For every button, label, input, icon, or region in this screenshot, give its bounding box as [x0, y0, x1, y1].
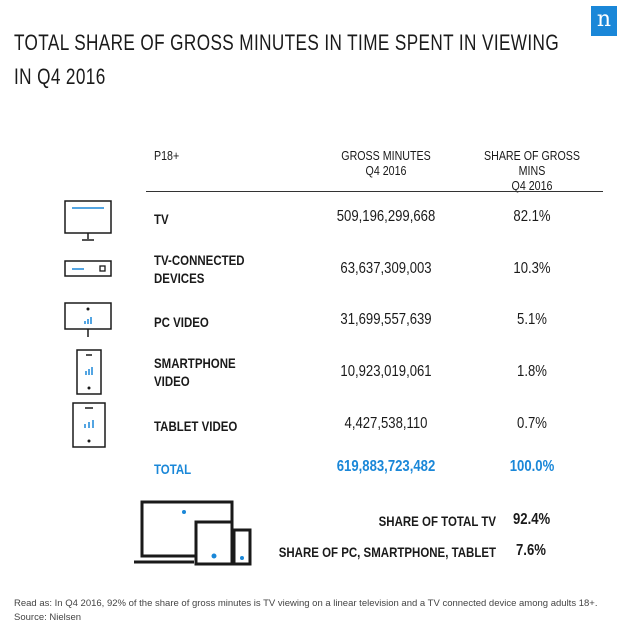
header-rule: [146, 191, 603, 192]
share-tablet: 0.7%: [517, 415, 547, 432]
title-line-2: IN Q4 2016: [14, 64, 106, 89]
tv-icon: [64, 200, 112, 241]
row-label-tablet-l1: TABLET VIDEO: [154, 418, 238, 434]
minutes-tv-connected: 63,637,309,003: [340, 260, 432, 277]
row-label-pc-video: PC VIDEO: [154, 313, 209, 331]
row-label-tv-connected: TV-CONNECTED DEVICES: [154, 251, 245, 287]
share-tv: 82.1%: [513, 208, 551, 225]
footnote-source: Source: Nielsen: [14, 612, 82, 623]
tablet-icon: [72, 402, 106, 448]
summary-digital-label: SHARE OF PC, SMARTPHONE, TABLET: [278, 544, 496, 560]
row-label-smartphone-l2: VIDEO: [154, 373, 190, 389]
title-line-1: TOTAL SHARE OF GROSS MINUTES IN TIME SPE…: [14, 30, 560, 55]
minutes-smartphone: 10,923,019,061: [340, 363, 432, 380]
set-top-box-icon: [64, 260, 112, 277]
minutes-tablet: 4,427,538,110: [344, 415, 428, 432]
row-label-pc-video-l1: PC VIDEO: [154, 314, 209, 330]
minutes-pc-video: 31,699,557,639: [340, 311, 432, 328]
row-label-tv: TV: [154, 210, 169, 228]
header-share: SHARE OF GROSS MINS Q4 2016: [475, 148, 590, 193]
minutes-tv: 509,196,299,668: [336, 208, 436, 225]
share-tv-connected: 10.3%: [513, 260, 551, 277]
header-share-l1: SHARE OF GROSS MINS: [484, 148, 580, 178]
share-smartphone: 1.8%: [517, 363, 547, 380]
smartphone-icon: [76, 349, 102, 395]
row-label-tv-connected-l2: DEVICES: [154, 270, 205, 286]
nielsen-logo: n: [591, 6, 617, 36]
share-total: 100.0%: [509, 458, 555, 475]
summary-digital-value: 7.6%: [516, 542, 546, 559]
summary-tv-value: 92.4%: [513, 511, 551, 528]
header-gross-minutes-l2: Q4 2016: [365, 163, 407, 178]
summary-tv-label: SHARE OF TOTAL TV: [378, 513, 496, 529]
footnote-read-as: Read as: In Q4 2016, 92% of the share of…: [14, 598, 598, 609]
chart-title: TOTAL SHARE OF GROSS MINUTES IN TIME SPE…: [14, 26, 576, 94]
pc-monitor-icon: [64, 302, 112, 337]
header-gross-minutes: GROSS MINUTES Q4 2016: [312, 148, 460, 178]
row-label-tv-l1: TV: [154, 211, 169, 227]
row-label-tv-connected-l1: TV-CONNECTED: [154, 252, 245, 268]
share-pc-video: 5.1%: [517, 311, 547, 328]
row-label-smartphone: SMARTPHONE VIDEO: [154, 354, 236, 390]
devices-group-icon: [134, 500, 252, 566]
minutes-total: 619,883,723,482: [336, 458, 436, 475]
row-label-smartphone-l1: SMARTPHONE: [154, 355, 236, 371]
header-p18: P18+: [154, 148, 180, 163]
row-label-total: TOTAL: [154, 461, 192, 477]
row-label-tablet: TABLET VIDEO: [154, 417, 237, 435]
header-share-l2: Q4 2016: [511, 178, 553, 193]
header-gross-minutes-l1: GROSS MINUTES: [341, 148, 431, 163]
